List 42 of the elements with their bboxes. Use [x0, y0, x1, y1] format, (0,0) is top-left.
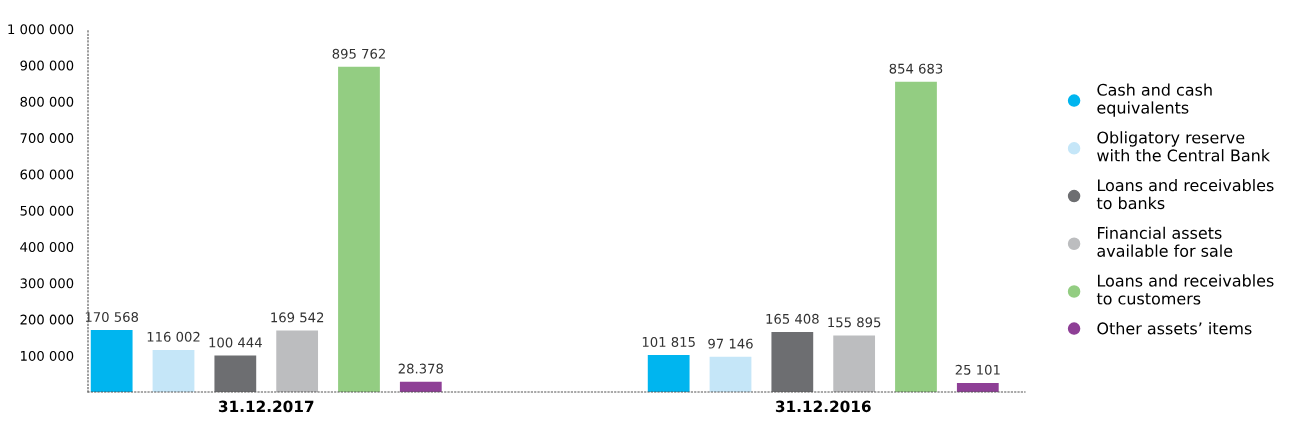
bar	[709, 356, 752, 392]
bar	[152, 349, 195, 392]
bar	[276, 330, 319, 392]
y-tick-label: 800 000	[20, 96, 74, 107]
data-label: 101 815	[642, 336, 695, 347]
data-label: 97 146	[708, 338, 753, 349]
bar	[956, 382, 999, 392]
y-tick-label: 900 000	[20, 60, 74, 71]
legend-label: Other assets’ items	[1097, 322, 1252, 335]
bar	[214, 355, 257, 392]
y-tick-label: 300 000	[20, 278, 74, 289]
data-label: 116 002	[147, 331, 200, 342]
x-tick-label: 31.12.2017	[218, 400, 314, 413]
data-label: 155 895	[828, 317, 881, 328]
bar	[90, 330, 133, 392]
y-tick-label: 400 000	[20, 242, 74, 252]
legend-label: Financial assets available for sale	[1097, 226, 1233, 257]
data-label: 170 568	[85, 311, 139, 322]
y-tick-label: 500 000	[20, 205, 74, 216]
y-tick-label: 1 000 000	[8, 24, 74, 35]
bar	[399, 381, 442, 392]
bar	[895, 81, 937, 392]
bar	[771, 331, 814, 392]
legend-label: Obligatory reserve with the Central Bank	[1097, 131, 1271, 162]
data-label: 169 542	[271, 312, 324, 323]
data-label: 25 101	[955, 364, 1000, 375]
legend-label: Loans and receivables to banks	[1096, 178, 1274, 210]
y-tick-label: 100 000	[21, 350, 74, 361]
bar	[647, 355, 690, 392]
data-label: 854 683	[889, 63, 943, 74]
y-tick-label: 200 000	[20, 314, 74, 325]
data-label: 28.378	[398, 363, 443, 374]
data-label: 895 762	[332, 48, 385, 59]
legend-label: Loans and receivables to customers	[1096, 274, 1274, 305]
data-label: 165 408	[766, 313, 819, 324]
y-tick-label: 600 000	[20, 169, 74, 180]
bar	[338, 66, 380, 392]
bar	[833, 335, 876, 392]
x-tick-label: 31.12.2016	[775, 400, 871, 413]
legend-label: Cash and cash equivalents	[1097, 83, 1212, 117]
y-tick-label: 700 000	[20, 133, 74, 144]
data-label: 100 444	[209, 337, 262, 348]
